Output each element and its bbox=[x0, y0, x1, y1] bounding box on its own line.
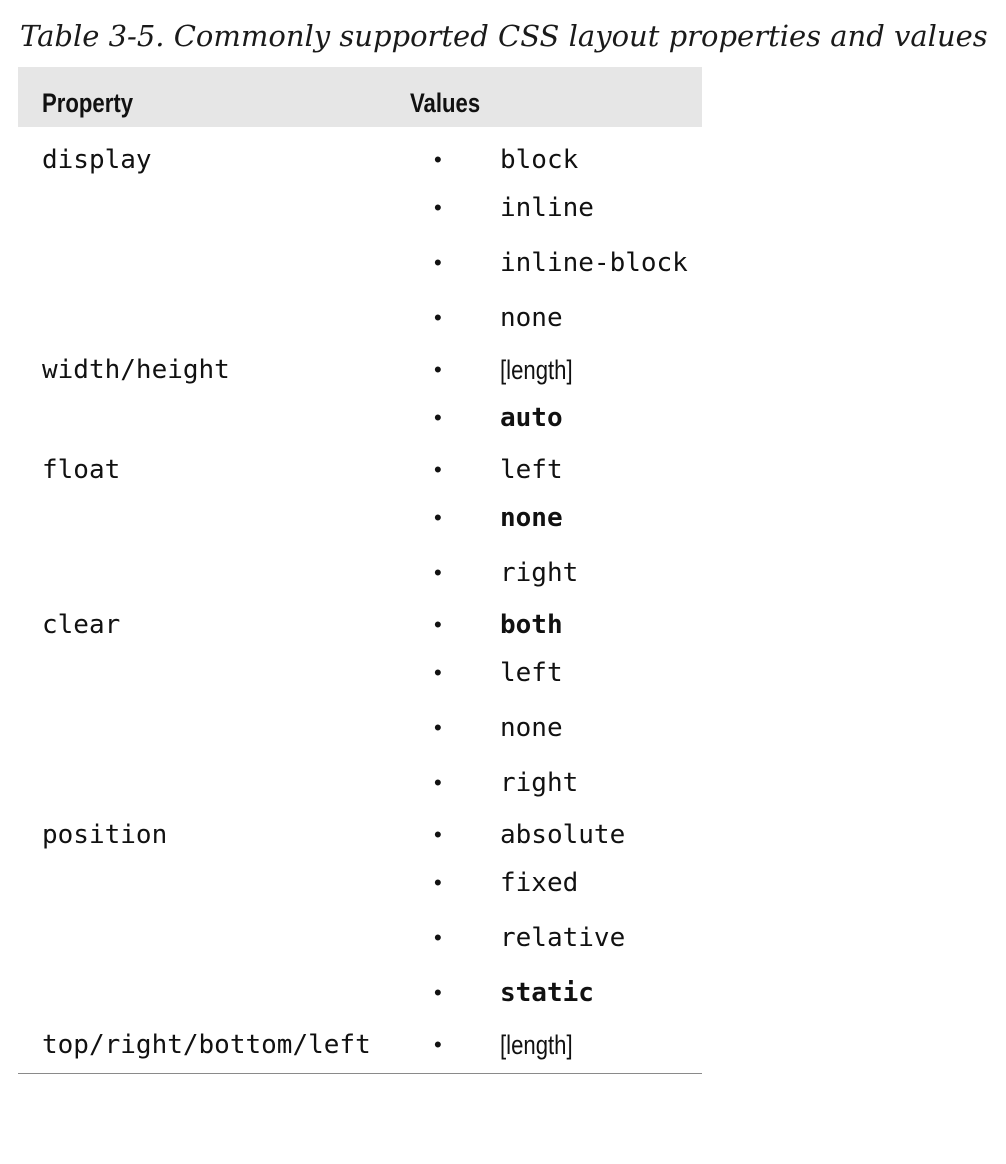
value-text: right bbox=[500, 557, 579, 588]
property-cell: width/height bbox=[42, 355, 230, 385]
value-list-item: • auto bbox=[434, 390, 702, 445]
property-cell: clear bbox=[42, 610, 121, 640]
bullet-icon: • bbox=[434, 822, 442, 847]
css-layout-table: Property Values display • block • inline • inl… bbox=[18, 67, 702, 1074]
bullet-icon: • bbox=[434, 979, 442, 1005]
value-text: both bbox=[500, 610, 563, 640]
bullet-icon: • bbox=[434, 659, 442, 685]
value-text: [length] bbox=[500, 355, 573, 385]
header-values: Values bbox=[410, 88, 481, 118]
value-text: [length] bbox=[500, 1030, 573, 1060]
bullet-icon: • bbox=[434, 714, 442, 740]
bullet-icon: • bbox=[434, 612, 442, 637]
table-row: float • left • none • right bbox=[18, 450, 702, 605]
value-list-item: • right bbox=[434, 755, 702, 810]
value-text: inline bbox=[500, 192, 594, 223]
table-row: top/right/bottom/left • [length] bbox=[18, 1025, 702, 1073]
value-list-item: • fixed bbox=[434, 855, 702, 910]
value-text: left bbox=[500, 657, 563, 688]
bullet-icon: • bbox=[434, 769, 442, 795]
value-list-item: • [length] bbox=[434, 350, 702, 390]
bullet-icon: • bbox=[434, 304, 442, 330]
bullet-icon: • bbox=[434, 457, 442, 482]
value-list-item: • inline bbox=[434, 180, 702, 235]
value-list-item: • right bbox=[434, 545, 702, 600]
value-text: none bbox=[500, 712, 563, 743]
table-row: position • absolute • fixed • relative • static bbox=[18, 815, 702, 1025]
value-list-item: • left bbox=[434, 450, 702, 490]
value-list-item: • none bbox=[434, 490, 702, 545]
header-property: Property bbox=[42, 88, 134, 118]
values-cell: • [length] bbox=[434, 1025, 702, 1065]
value-text: left bbox=[500, 455, 563, 485]
property-cell: top/right/bottom/left bbox=[42, 1030, 371, 1060]
value-list-item: • both bbox=[434, 605, 702, 645]
value-list-item: • inline-block bbox=[434, 235, 702, 290]
value-list-item: • static bbox=[434, 965, 702, 1020]
bullet-icon: • bbox=[434, 924, 442, 950]
table-row: width/height • [length] • auto bbox=[18, 350, 702, 450]
value-text: fixed bbox=[500, 867, 579, 898]
value-text: none bbox=[500, 302, 563, 333]
value-text: right bbox=[500, 767, 579, 798]
bullet-icon: • bbox=[434, 147, 442, 172]
property-cell: float bbox=[42, 455, 121, 485]
value-text: static bbox=[500, 977, 594, 1008]
value-list-item: • none bbox=[434, 290, 702, 345]
value-list-item: • [length] bbox=[434, 1025, 702, 1065]
property-cell: position bbox=[42, 820, 168, 850]
bullet-icon: • bbox=[434, 504, 442, 530]
value-text: relative bbox=[500, 922, 626, 953]
value-list-item: • relative bbox=[434, 910, 702, 965]
value-text: inline-block bbox=[500, 247, 688, 278]
table-body: display • block • inline • inline-block • none wi… bbox=[18, 127, 702, 1074]
value-text: absolute bbox=[500, 820, 626, 850]
value-list-item: • none bbox=[434, 700, 702, 755]
bullet-icon: • bbox=[434, 357, 442, 382]
bullet-icon: • bbox=[434, 404, 442, 430]
table-header: Property Values bbox=[18, 67, 702, 127]
value-text: auto bbox=[500, 402, 563, 433]
bullet-icon: • bbox=[434, 559, 442, 585]
values-cell: • block • inline • inline-block • none bbox=[434, 140, 702, 345]
property-cell: display bbox=[42, 145, 152, 175]
value-text: block bbox=[500, 145, 579, 175]
values-cell: • [length] • auto bbox=[434, 350, 702, 445]
values-cell: • left • none • right bbox=[434, 450, 702, 600]
values-cell: • absolute • fixed • relative • static bbox=[434, 815, 702, 1020]
bullet-icon: • bbox=[434, 869, 442, 895]
value-text: none bbox=[500, 502, 563, 533]
table-row: clear • both • left • none • right bbox=[18, 605, 702, 815]
value-list-item: • absolute bbox=[434, 815, 702, 855]
table-row: display • block • inline • inline-block • none bbox=[18, 140, 702, 350]
table-caption: Table 3-5. Commonly supported CSS layout… bbox=[20, 19, 988, 53]
bullet-icon: • bbox=[434, 194, 442, 220]
bullet-icon: • bbox=[434, 1032, 442, 1057]
values-cell: • both • left • none • right bbox=[434, 605, 702, 810]
value-list-item: • left bbox=[434, 645, 702, 700]
value-list-item: • block bbox=[434, 140, 702, 180]
bullet-icon: • bbox=[434, 249, 442, 275]
